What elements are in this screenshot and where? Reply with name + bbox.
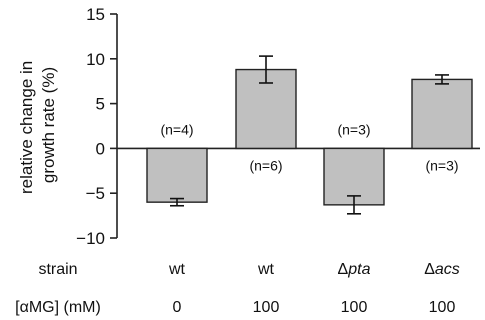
strain-gene-name: pta — [347, 261, 370, 278]
amg-concentration-label: 100 — [429, 299, 456, 316]
strain-delta-symbol: Δ — [424, 261, 435, 278]
strain-row-header: strain — [38, 261, 77, 278]
bar — [411, 78, 473, 150]
strain-label: Δacs — [424, 261, 460, 278]
sample-size-label: (n=3) — [425, 157, 458, 173]
strain-label: wt — [257, 261, 275, 278]
y-tick-label: −5 — [86, 184, 105, 203]
y-axis-label-line-1: relative change in — [17, 61, 36, 194]
strain-gene-name: wt — [257, 261, 275, 278]
y-tick-label: 10 — [86, 50, 105, 69]
y-tick-label: 5 — [96, 95, 105, 114]
y-tick-label: 15 — [86, 5, 105, 24]
strain-gene-name: wt — [168, 261, 186, 278]
y-axis-label: relative change in growth rate (%) — [17, 56, 58, 194]
strain-gene-name: acs — [435, 261, 460, 278]
sample-size-label: (n=3) — [337, 121, 370, 137]
amg-concentration-label: 0 — [173, 299, 182, 316]
amg-row-header: [αMG] (mM) — [15, 299, 101, 316]
bars: (n=4) (n=6) (n=3) (n=3) — [146, 55, 473, 215]
y-axis-label-line-2: growth rate (%) — [39, 67, 58, 183]
sample-size-label: (n=6) — [249, 157, 282, 173]
strain-label: Δpta — [338, 261, 371, 278]
strain-label: wt — [168, 261, 186, 278]
bar — [146, 147, 208, 203]
y-tick-label: 0 — [96, 139, 105, 158]
category-rows: strain [αMG] (mM) wt 0 wt 100 Δpta 100 Δacs 100 — [15, 261, 460, 316]
amg-concentration-label: 100 — [253, 299, 280, 316]
amg-concentration-label: 100 — [341, 299, 368, 316]
sample-size-label: (n=4) — [160, 121, 193, 137]
strain-delta-symbol: Δ — [338, 261, 349, 278]
y-tick-label: −10 — [76, 229, 105, 248]
